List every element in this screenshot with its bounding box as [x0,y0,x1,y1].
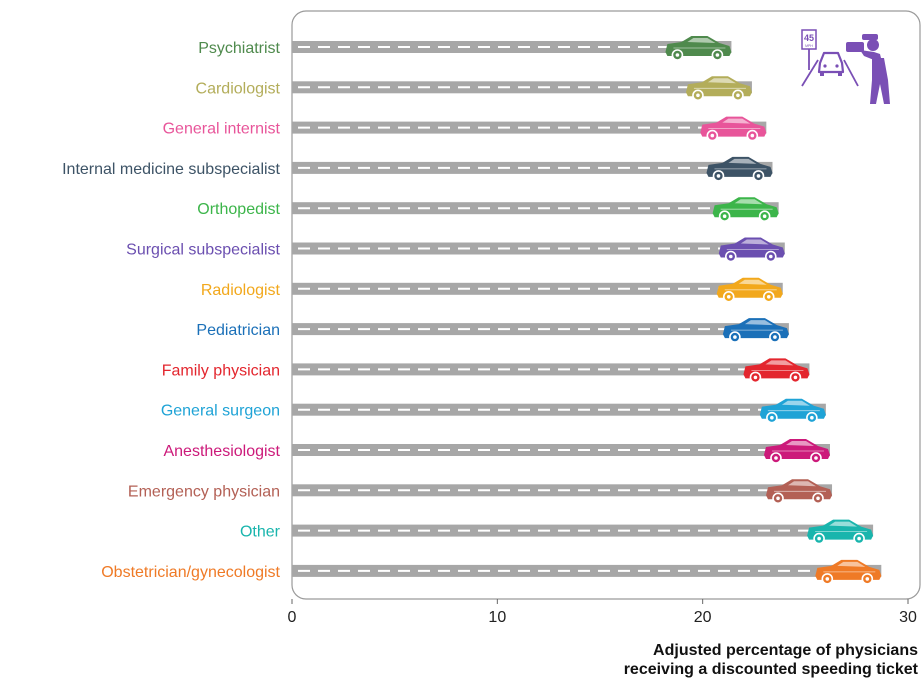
car-icon [759,398,826,424]
category-label: Orthopedist [197,201,280,218]
car-icon [712,197,779,222]
category-label: General internist [163,121,281,138]
car-icon [763,439,830,464]
x-tick-label: 20 [694,609,712,626]
car-icon [743,358,810,384]
car-icon [766,479,833,505]
x-axis-title-line-2: receiving a discounted speeding ticket [623,661,918,678]
car-icon [716,277,783,303]
car-icon [706,156,773,182]
car-icon [685,76,752,102]
category-label: Pediatrician [196,322,280,339]
speed-sign-number: 45 [804,33,814,43]
car-icon [807,519,874,545]
car-icon [718,237,785,263]
category-label: Emergency physician [128,483,280,500]
category-label: Anesthesiologist [163,443,280,460]
category-label: Family physician [162,362,280,379]
car-icon [700,116,767,142]
bar [292,41,732,53]
car-icon [722,318,789,343]
car-icon [815,559,882,585]
x-axis-title-line-1: Adjusted percentage of physicians [653,642,918,659]
category-label: Psychiatrist [198,40,280,57]
x-tick-label: 10 [488,609,506,626]
speed-sign-unit: MPH [805,44,813,48]
category-label: Internal medicine subspecialist [62,161,280,178]
rows-group: Psychiatrist Cardiologist General internis… [62,36,882,585]
category-label: Cardiologist [196,80,281,97]
bar [292,161,773,174]
x-tick-label: 30 [899,609,917,626]
bar [292,202,779,215]
x-tick-label: 0 [288,609,297,626]
x-axis: 0 10 20 30 [288,599,917,626]
plot-frame [291,10,921,600]
category-label: Surgical subspecialist [126,242,280,259]
x-axis-title: Adjusted percentage of physicians receiv… [624,641,918,679]
car-icon [665,36,732,61]
bar [292,363,810,376]
police-speed-camera-icon: 45 MPH [801,29,890,104]
category-label: Radiologist [201,282,281,299]
category-label: Obstetrician/gynecologist [101,564,280,581]
bar [292,282,783,295]
category-label: General surgeon [161,403,280,420]
category-label: Other [240,524,281,541]
